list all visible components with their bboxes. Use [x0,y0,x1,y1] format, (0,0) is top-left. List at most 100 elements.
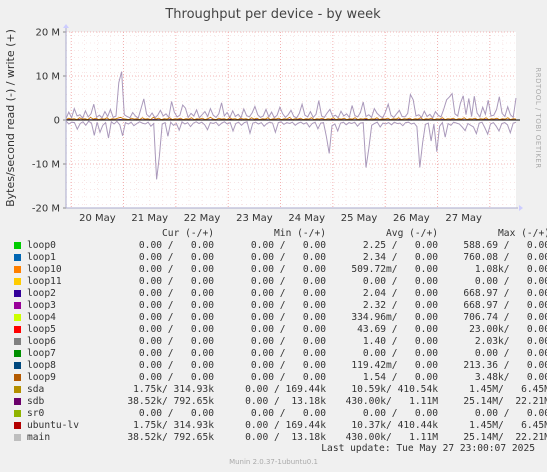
legend-cur: 0.00 / 0.00 [138,276,214,287]
legend-swatch [14,338,21,345]
legend-min: 0.00 / 0.00 [250,312,326,323]
series-sda-write [65,116,517,121]
rrdtool-credit: RRDTOOL / TOBI OETIKER [534,67,542,168]
legend-swatch [14,398,21,405]
legend-min: 0.00 / 0.00 [250,348,326,359]
legend-swatch [14,242,21,249]
legend-name: loop8 [27,360,56,371]
x-ticks: 20 May 21 May 22 May 23 May 24 May 25 May 26 M… [79,213,482,224]
legend-row-loop0: loop0 0.00 / 0.00 0.00 / 0.00 2.25 / 0.00 58… [12,240,547,252]
legend-row-loop5: loop5 0.00 / 0.00 0.00 / 0.00 43.69 / 0.00 2… [12,324,547,336]
legend-max: 25.14M/ 22.21M [463,396,547,407]
legend-cur: 0.00 / 0.00 [138,288,214,299]
series-main-write [65,71,517,120]
legend-min: 0.00 / 13.18k [245,396,326,407]
munin-version: Munin 2.0.37-1ubuntu0.1 [229,458,318,466]
legend-name: loop4 [27,312,56,323]
legend-avg: 0.00 / 0.00 [362,348,438,359]
x-tick-label: 26 May [393,213,430,224]
legend-avg: 10.59k/ 410.54k [351,384,438,395]
legend-max: 668.97 / 0.00 [463,288,547,299]
legend-min: 0.00 / 13.18k [245,432,326,443]
legend-name: sdb [27,396,45,407]
x-tick-label: 20 May [79,213,116,224]
legend-max: 1.45M/ 6.45M [469,420,547,431]
legend-row-main: main 38.52k/ 792.65k 0.00 / 13.18k 430.00k/… [12,432,547,444]
legend-avg: 430.00k/ 1.11M [345,396,438,407]
x-tick-label: 22 May [184,213,221,224]
legend-rows: loop0 0.00 / 0.00 0.00 / 0.00 2.25 / 0.00 58… [12,240,547,444]
legend-row-loop8: loop8 0.00 / 0.00 0.00 / 0.00 119.42m/ 0.00… [12,360,547,372]
legend-row-loop1: loop1 0.00 / 0.00 0.00 / 0.00 2.34 / 0.00 76… [12,252,547,264]
legend-cur: 0.00 / 0.00 [138,312,214,323]
legend-avg: 430.00k/ 1.11M [345,432,438,443]
x-tick-label: 24 May [288,213,325,224]
last-update: Last update: Tue May 27 23:00:07 2025 [321,443,535,454]
legend-cur: 0.00 / 0.00 [138,324,214,335]
series-main-read [65,120,517,180]
legend-name: loop11 [27,276,62,287]
legend-swatch [14,254,21,261]
legend-row-loop9: loop9 0.00 / 0.00 0.00 / 0.00 1.54 / 0.00 3.… [12,372,547,384]
legend-cur: 0.00 / 0.00 [138,336,214,347]
y-tick-label: -20 M [32,204,60,215]
legend-name: loop7 [27,348,56,359]
legend-min: 0.00 / 0.00 [250,408,326,419]
legend-avg: 119.42m/ 0.00 [351,360,438,371]
y-tick-label: 0 [54,116,60,127]
legend-swatch [14,362,21,369]
legend-min: 0.00 / 169.44k [245,384,326,395]
legend-avg: 2.34 / 0.00 [362,252,438,263]
legend-min: 0.00 / 0.00 [250,300,326,311]
legend-max: 0.00 / 0.00 [474,348,547,359]
legend-cur: 0.00 / 0.00 [138,240,214,251]
y-axis-label: Bytes/second read (-) / write (+) [4,29,17,207]
legend-cur: 0.00 / 0.00 [138,264,214,275]
legend-header-avg: Avg (-/+) [386,228,438,239]
legend-row-loop4: loop4 0.00 / 0.00 0.00 / 0.00 334.96m/ 0.00… [12,312,547,324]
legend-name: sr0 [27,408,45,419]
legend-name: loop10 [27,264,62,275]
legend-cur: 38.52k/ 792.65k [127,432,214,443]
legend-swatch [14,314,21,321]
legend-max: 760.08 / 0.00 [463,252,547,263]
legend-name: loop5 [27,324,56,335]
x-tick-label: 27 May [445,213,482,224]
legend-row-ubuntu-lv: ubuntu-lv 1.75k/ 314.93k 0.00 / 169.44k 10.… [12,420,547,432]
x-tick-label: 21 May [131,213,168,224]
legend-max: 668.97 / 0.00 [463,300,547,311]
legend-min: 0.00 / 0.00 [250,324,326,335]
legend-name: sda [27,384,45,395]
legend-name: loop3 [27,300,56,311]
legend-swatch [14,326,21,333]
legend-avg: 10.37k/ 410.44k [351,420,438,431]
legend-cur: 1.75k/ 314.93k [133,384,214,395]
legend-min: 0.00 / 0.00 [250,360,326,371]
legend-row-loop10: loop10 0.00 / 0.00 0.00 / 0.00 509.72m/ 0.0… [12,264,547,276]
legend-avg: 1.54 / 0.00 [362,372,438,383]
legend-min: 0.00 / 169.44k [245,420,326,431]
legend-cur: 0.00 / 0.00 [138,252,214,263]
legend-max: 23.00k/ 0.00 [469,324,547,335]
legend-swatch [14,374,21,381]
legend-row-loop7: loop7 0.00 / 0.00 0.00 / 0.00 0.00 / 0.00 0.… [12,348,547,360]
legend-row-sr0: sr0 0.00 / 0.00 0.00 / 0.00 0.00 / 0.00 0.00… [12,408,547,420]
legend-max: 1.45M/ 6.45M [469,384,547,395]
chart: Throughput per device - by week Bytes/se… [0,0,547,228]
legend-avg: 509.72m/ 0.00 [351,264,438,275]
legend-name: loop1 [27,252,56,263]
legend-avg: 0.00 / 0.00 [362,276,438,287]
legend-name: main [27,432,51,443]
legend-max: 0.00 / 0.00 [474,276,547,287]
legend-cur: 0.00 / 0.00 [138,348,214,359]
legend-max: 213.36 / 0.00 [463,360,547,371]
legend-cur: 38.52k/ 792.65k [127,396,214,407]
legend-max: 588.69 / 0.00 [463,240,547,251]
legend-max: 3.48k/ 0.00 [474,372,547,383]
legend-cur: 0.00 / 0.00 [138,360,214,371]
legend-name: loop6 [27,336,56,347]
legend-swatch [14,434,21,441]
legend-cur: 0.00 / 0.00 [138,408,214,419]
chart-title: Throughput per device - by week [164,7,381,22]
legend-avg: 2.32 / 0.00 [362,300,438,311]
